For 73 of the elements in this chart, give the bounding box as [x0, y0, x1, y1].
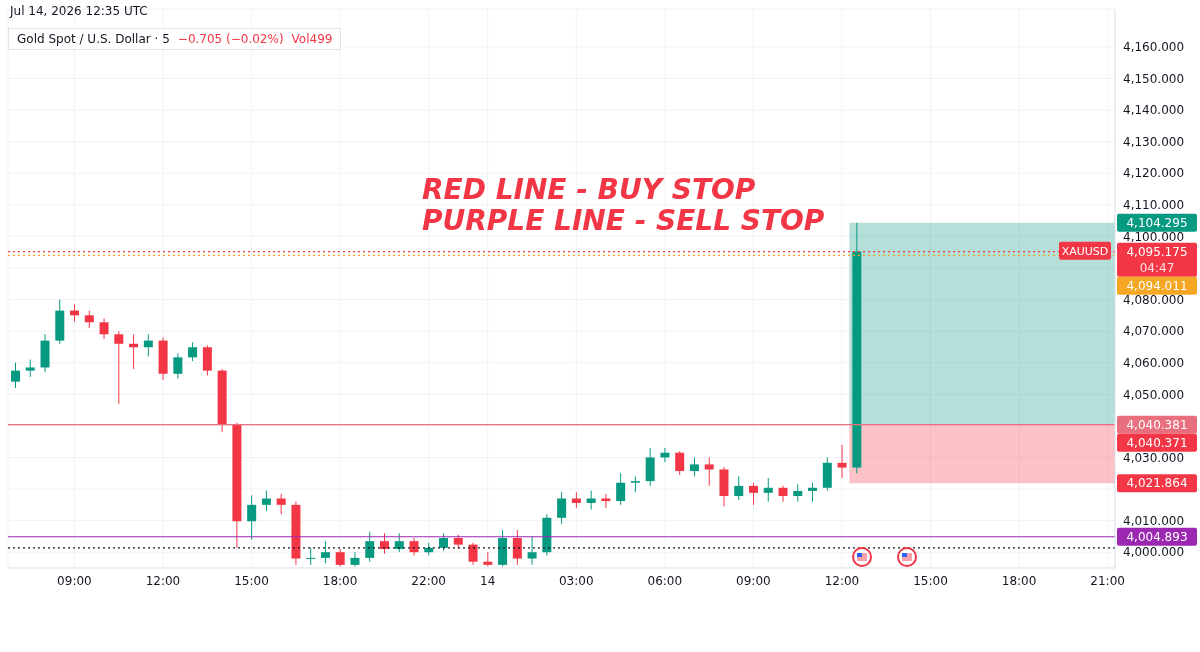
candlestick	[704, 456, 714, 487]
candlestick	[616, 472, 626, 506]
y-tick-label: 4,050.000	[1123, 387, 1185, 402]
x-tick-label: 06:00	[647, 573, 683, 588]
candlestick	[306, 546, 316, 566]
x-tick-label: 22:00	[411, 573, 446, 588]
candlestick	[143, 333, 153, 357]
y-tick-label: 4,150.000	[1123, 71, 1185, 86]
candlestick	[247, 494, 257, 541]
candlestick	[261, 490, 271, 512]
candlestick	[173, 352, 183, 380]
band-label: 4,021.864	[1126, 476, 1188, 491]
x-tick-label: 18:00	[322, 573, 358, 588]
candlestick	[749, 482, 758, 506]
candlestick	[394, 532, 404, 553]
y-tick-label: 4,060.000	[1123, 355, 1185, 370]
candlestick	[350, 551, 360, 567]
candlestick	[512, 529, 522, 566]
annotation: Vol499	[291, 32, 333, 46]
ref-line-label: 4,094.011	[1126, 278, 1188, 293]
band-label: 4,104.295	[1126, 215, 1188, 230]
candlestick	[99, 318, 109, 340]
annotation: −0.705 (−0.02%)	[177, 32, 284, 46]
chart-subtitle: Jul 14, 2026 12:35 UTC	[10, 4, 148, 18]
candlestick	[734, 475, 744, 501]
x-tick-label: 09:00	[57, 573, 92, 588]
y-tick-label: 4,010.000	[1123, 513, 1185, 528]
y-tick-label: 4,000.000	[1123, 545, 1185, 560]
candlestick	[468, 542, 478, 566]
y-tick-label: 4,080.000	[1123, 292, 1185, 307]
candlestick	[645, 447, 655, 487]
x-tick-label: 15:00	[234, 573, 269, 588]
candlestick	[380, 532, 389, 555]
candlestick	[763, 477, 773, 503]
ref-line-label: 4,095.175 04:47	[1126, 244, 1188, 275]
candlestick	[320, 540, 330, 564]
candlestick	[276, 493, 286, 515]
x-tick-label: 15:00	[913, 573, 948, 588]
candlestick	[188, 341, 198, 362]
candlestick	[202, 344, 212, 376]
y-tick-label: 4,030.000	[1123, 450, 1185, 465]
text: Gold Spot / U.S. Dollar · 5	[17, 32, 170, 46]
candlestick	[675, 450, 685, 476]
candlestick	[689, 456, 699, 477]
annotation: RED LINE - BUY STOP	[422, 173, 757, 206]
y-tick-label: 4,100.000	[1123, 229, 1185, 244]
x-tick-label: 14	[480, 573, 496, 588]
candlestick	[557, 491, 567, 525]
ref-line-label: 4,040.381	[1126, 417, 1188, 432]
candlestick	[778, 485, 788, 503]
candlestick	[114, 330, 124, 405]
candlestick	[11, 362, 20, 389]
candlestick	[527, 535, 537, 566]
candlestick	[586, 490, 596, 511]
x-tick-label: 18:00	[1001, 573, 1037, 588]
text: 4,040.371	[1126, 435, 1188, 450]
candlestick	[837, 444, 847, 479]
x-tick-label: 12:00	[145, 573, 181, 588]
y-tick-label: 4,130.000	[1123, 134, 1185, 149]
x-tick-label: 12:00	[824, 573, 860, 588]
candlestick	[808, 482, 818, 503]
y-tick-label: 4,160.000	[1123, 40, 1185, 55]
y-tick-label: 4,110.000	[1123, 198, 1185, 213]
y-tick-label: 4,140.000	[1123, 103, 1185, 118]
x-tick-label: 09:00	[736, 573, 771, 588]
candlestick	[365, 531, 375, 563]
annotation: XAUUSD	[1061, 244, 1109, 258]
ref-line-label: 4,004.893	[1126, 529, 1188, 544]
x-tick-label: 03:00	[558, 573, 594, 588]
annotation: PURPLE LINE - SELL STOP	[422, 204, 825, 237]
x-tick-label: 21:00	[1090, 573, 1125, 588]
y-tick-label: 4,120.000	[1123, 166, 1185, 181]
y-tick-label: 4,070.000	[1123, 324, 1185, 339]
